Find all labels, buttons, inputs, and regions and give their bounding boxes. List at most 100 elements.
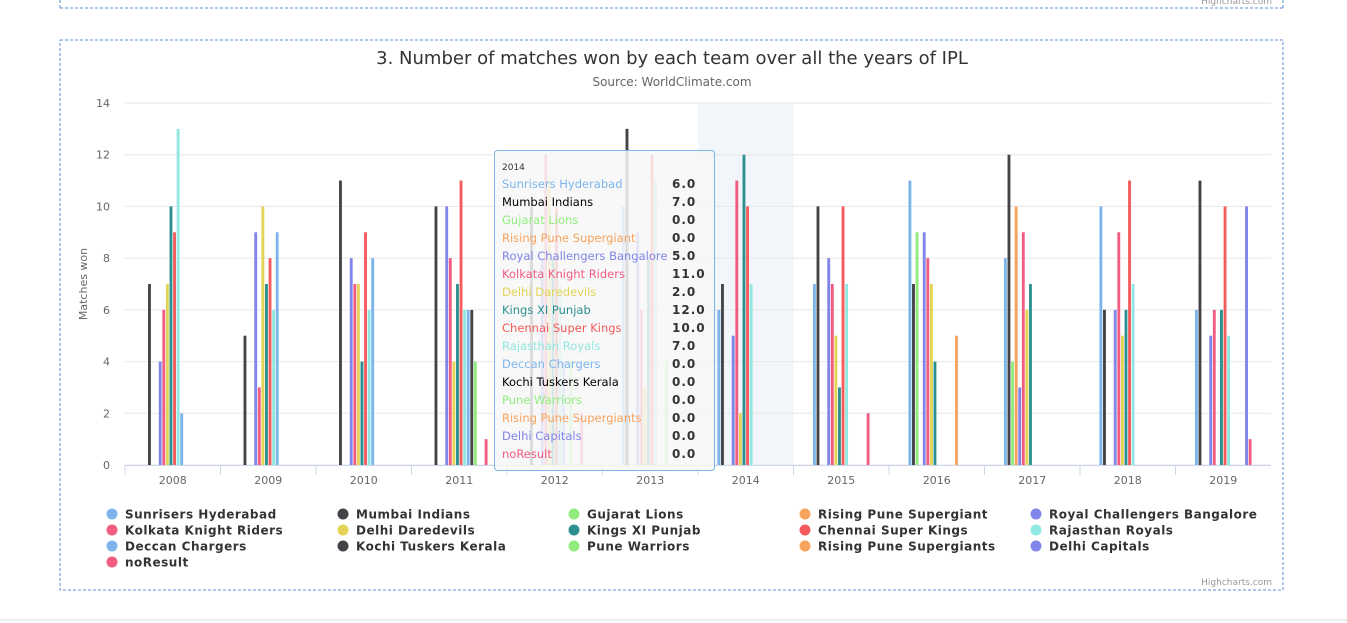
tooltip-value: 11.0 [672, 267, 706, 281]
bar [1117, 232, 1121, 465]
bar [845, 284, 849, 465]
legend-marker [106, 524, 118, 536]
bar [353, 284, 357, 465]
legend-label: Rajasthan Royals [1049, 524, 1173, 538]
legend-item[interactable]: Sunrisers Hyderabad [106, 508, 277, 522]
legend-item[interactable]: Delhi Daredevils [337, 524, 476, 538]
tooltip-name: Chennai Super Kings [502, 321, 622, 335]
legend-label: Chennai Super Kings [818, 524, 968, 538]
x-tick-label: 2017 [1018, 474, 1046, 487]
credits[interactable]: Highcharts.com [1201, 578, 1272, 588]
legend-item[interactable]: Rising Pune Supergiants [799, 540, 996, 554]
bar [915, 232, 919, 465]
tooltip-value: 6.0 [672, 177, 696, 191]
bar [1007, 154, 1011, 465]
bar [349, 258, 353, 465]
legend-item[interactable]: Rising Pune Supergiant [799, 508, 989, 522]
tooltip-box [494, 150, 715, 471]
bar [1025, 309, 1029, 465]
tooltip-value: 0.0 [672, 357, 696, 371]
tooltip-name: Rising Pune Supergiants [502, 411, 641, 425]
legend-marker [568, 508, 580, 520]
bar [261, 206, 265, 465]
bar [445, 206, 449, 465]
chart-subtitle: Source: WorldClimate.com [592, 75, 751, 89]
legend-item[interactable]: Kolkata Knight Riders [106, 524, 284, 538]
bar [367, 309, 371, 465]
chart-title: 3. Number of matches won by each team ov… [376, 48, 968, 69]
legend-item[interactable]: Rajasthan Royals [1030, 524, 1174, 538]
bar [1011, 361, 1014, 465]
bar [1198, 180, 1202, 466]
bar [173, 232, 176, 465]
tooltip-value: 0.0 [672, 429, 696, 443]
tooltip-value: 0.0 [672, 213, 696, 227]
bar [1223, 206, 1227, 465]
legend-item[interactable]: Royal Challengers Bangalore [1030, 508, 1258, 522]
bar [162, 309, 166, 465]
bar [841, 206, 845, 465]
bar [749, 284, 753, 465]
bar [254, 232, 258, 465]
bar [371, 258, 375, 465]
legend-label: Delhi Daredevils [356, 524, 475, 538]
bar [456, 284, 459, 465]
bar [360, 361, 364, 465]
tooltip-value: 2.0 [672, 285, 696, 299]
legend-label: Deccan Chargers [125, 540, 247, 554]
bar [158, 361, 162, 465]
legend-marker [568, 540, 580, 552]
bar [148, 284, 151, 465]
tooltip-value: 12.0 [672, 303, 706, 317]
legend-marker [1030, 524, 1042, 536]
legend-item[interactable]: Pune Warriors [568, 540, 690, 554]
legend-marker [799, 524, 811, 536]
legend-marker [799, 508, 811, 520]
y-tick-label: 2 [103, 407, 110, 420]
legend-label: Kochi Tuskers Kerala [356, 540, 506, 554]
legend-label: Sunrisers Hyderabad [125, 508, 277, 522]
y-tick-label: 4 [103, 356, 110, 369]
bar [922, 232, 926, 465]
tooltip-name: Delhi Capitals [502, 429, 582, 443]
legend-item[interactable]: Mumbai Indians [337, 508, 471, 522]
legend-item[interactable]: Kings XI Punjab [568, 524, 701, 538]
bar [275, 232, 279, 465]
bar [1245, 206, 1248, 465]
bar [746, 206, 749, 465]
bar [816, 206, 820, 465]
tooltip-name: Royal Challengers Bangalore [502, 249, 667, 263]
tooltip-value: 10.0 [672, 321, 706, 335]
legend-item[interactable]: Gujarat Lions [568, 508, 684, 522]
legend-marker [106, 540, 118, 552]
bar [470, 309, 474, 465]
x-tick-label: 2010 [350, 474, 378, 487]
bar [463, 309, 467, 465]
bar [1113, 309, 1117, 465]
y-tick-label: 6 [103, 304, 110, 317]
bar [1227, 335, 1231, 465]
tooltip-name: noResult [502, 447, 552, 461]
legend-item[interactable]: Kochi Tuskers Kerala [337, 540, 507, 554]
credits[interactable]: Highcharts.com [1201, 0, 1272, 7]
legend-marker [337, 508, 349, 520]
tooltip-name: Gujarat Lions [502, 213, 578, 227]
y-tick-label: 8 [103, 252, 110, 265]
legend-item[interactable]: Chennai Super Kings [799, 524, 969, 538]
bar [356, 284, 360, 465]
legend-item[interactable]: Delhi Capitals [1030, 540, 1150, 554]
bar [1131, 284, 1135, 465]
x-tick-label: 2009 [254, 474, 282, 487]
y-tick-label: 10 [96, 200, 110, 213]
legend-marker [106, 556, 118, 568]
legend-item[interactable]: Deccan Chargers [106, 540, 247, 554]
bar [448, 258, 452, 465]
y-tick-label: 12 [96, 149, 110, 162]
legend-item[interactable]: noResult [106, 556, 189, 570]
legend-marker [106, 508, 118, 520]
tooltip: 2014 Sunrisers Hyderabad 6.0 Mumbai Indians… [494, 150, 715, 471]
bar [265, 284, 268, 465]
x-tick-label: 2015 [827, 474, 855, 487]
bar [1209, 335, 1213, 465]
